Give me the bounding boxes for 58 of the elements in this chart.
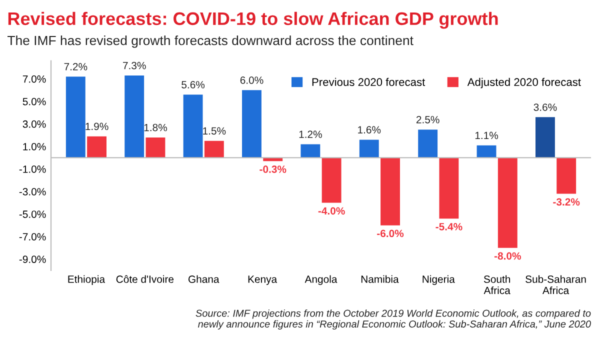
bar bbox=[66, 76, 86, 158]
data-label: -4.0% bbox=[318, 207, 345, 215]
y-tick-label: -9.0% bbox=[19, 256, 46, 264]
y-tick-label: -7.0% bbox=[19, 233, 46, 240]
x-tick-label: Kenya bbox=[248, 276, 278, 285]
bar bbox=[300, 144, 320, 158]
chart-subtitle: The IMF has revised growth forecasts downward across the continent bbox=[7, 35, 414, 48]
data-label: 1.2% bbox=[299, 130, 322, 138]
bar bbox=[124, 75, 144, 158]
bar bbox=[476, 145, 496, 158]
bar bbox=[204, 140, 224, 158]
data-label: 7.3% bbox=[123, 62, 146, 70]
data-label: 3.6% bbox=[534, 104, 557, 111]
bar bbox=[87, 136, 107, 158]
data-label: 1.8% bbox=[144, 124, 167, 132]
x-tick-label: South Africa bbox=[484, 275, 510, 294]
data-label: -0.3% bbox=[260, 166, 286, 173]
bar bbox=[380, 158, 400, 226]
data-label: -8.0% bbox=[494, 252, 521, 260]
data-label: 5.6% bbox=[182, 81, 205, 88]
x-tick-label: Côte d'Ivoire bbox=[116, 275, 174, 283]
data-label: 2.5% bbox=[416, 116, 440, 124]
y-tick-label: -3.0% bbox=[19, 188, 46, 196]
y-tick-label: 1.0% bbox=[23, 142, 46, 150]
legend-label: Previous 2020 forecast bbox=[312, 78, 426, 86]
y-tick-label: 5.0% bbox=[22, 98, 46, 106]
x-tick-label: Sub-Saharan Africa bbox=[526, 275, 586, 294]
bar bbox=[322, 158, 342, 203]
bar bbox=[439, 158, 459, 219]
bar bbox=[183, 94, 203, 158]
data-label: -5.4% bbox=[436, 223, 462, 230]
x-tick-label: Angola bbox=[304, 275, 338, 285]
bar bbox=[359, 140, 379, 158]
bar bbox=[242, 90, 262, 158]
x-tick-label: Ethiopia bbox=[68, 275, 106, 285]
bar bbox=[146, 137, 166, 158]
legend-label: Adjusted 2020 forecast bbox=[467, 78, 581, 88]
y-tick-label: -1.0% bbox=[19, 166, 46, 173]
data-label: 6.0% bbox=[240, 76, 264, 84]
bar bbox=[556, 158, 576, 194]
bar bbox=[498, 158, 518, 248]
bar bbox=[418, 130, 438, 158]
x-tick-label: Ghana bbox=[188, 275, 220, 283]
y-tick-label: 3.0% bbox=[22, 120, 46, 128]
chart-title: Revised forecasts: COVID-19 to slow African GDP growth bbox=[8, 12, 498, 29]
x-tick-label: Nigeria bbox=[422, 275, 455, 285]
data-label: 1.1% bbox=[475, 132, 498, 140]
data-label: 7.2% bbox=[64, 63, 88, 70]
data-label: 1.6% bbox=[358, 126, 381, 134]
data-label: 1.9% bbox=[86, 122, 108, 130]
data-label: -6.0% bbox=[377, 230, 404, 238]
data-label: -3.2% bbox=[553, 198, 580, 206]
source-note: Source: IMF projections from the October 2019 World Economic Outlook, as compared to newly announce figures in “Regional Economic Outlook: Sub-Saharan Africa,” June 2020 bbox=[196, 309, 591, 330]
data-label: 1.5% bbox=[203, 127, 226, 135]
x-tick-label: Namibia bbox=[361, 275, 399, 283]
bar bbox=[535, 117, 555, 158]
y-tick-label: 7.0% bbox=[22, 75, 46, 83]
y-tick-label: -5.0% bbox=[19, 210, 46, 218]
